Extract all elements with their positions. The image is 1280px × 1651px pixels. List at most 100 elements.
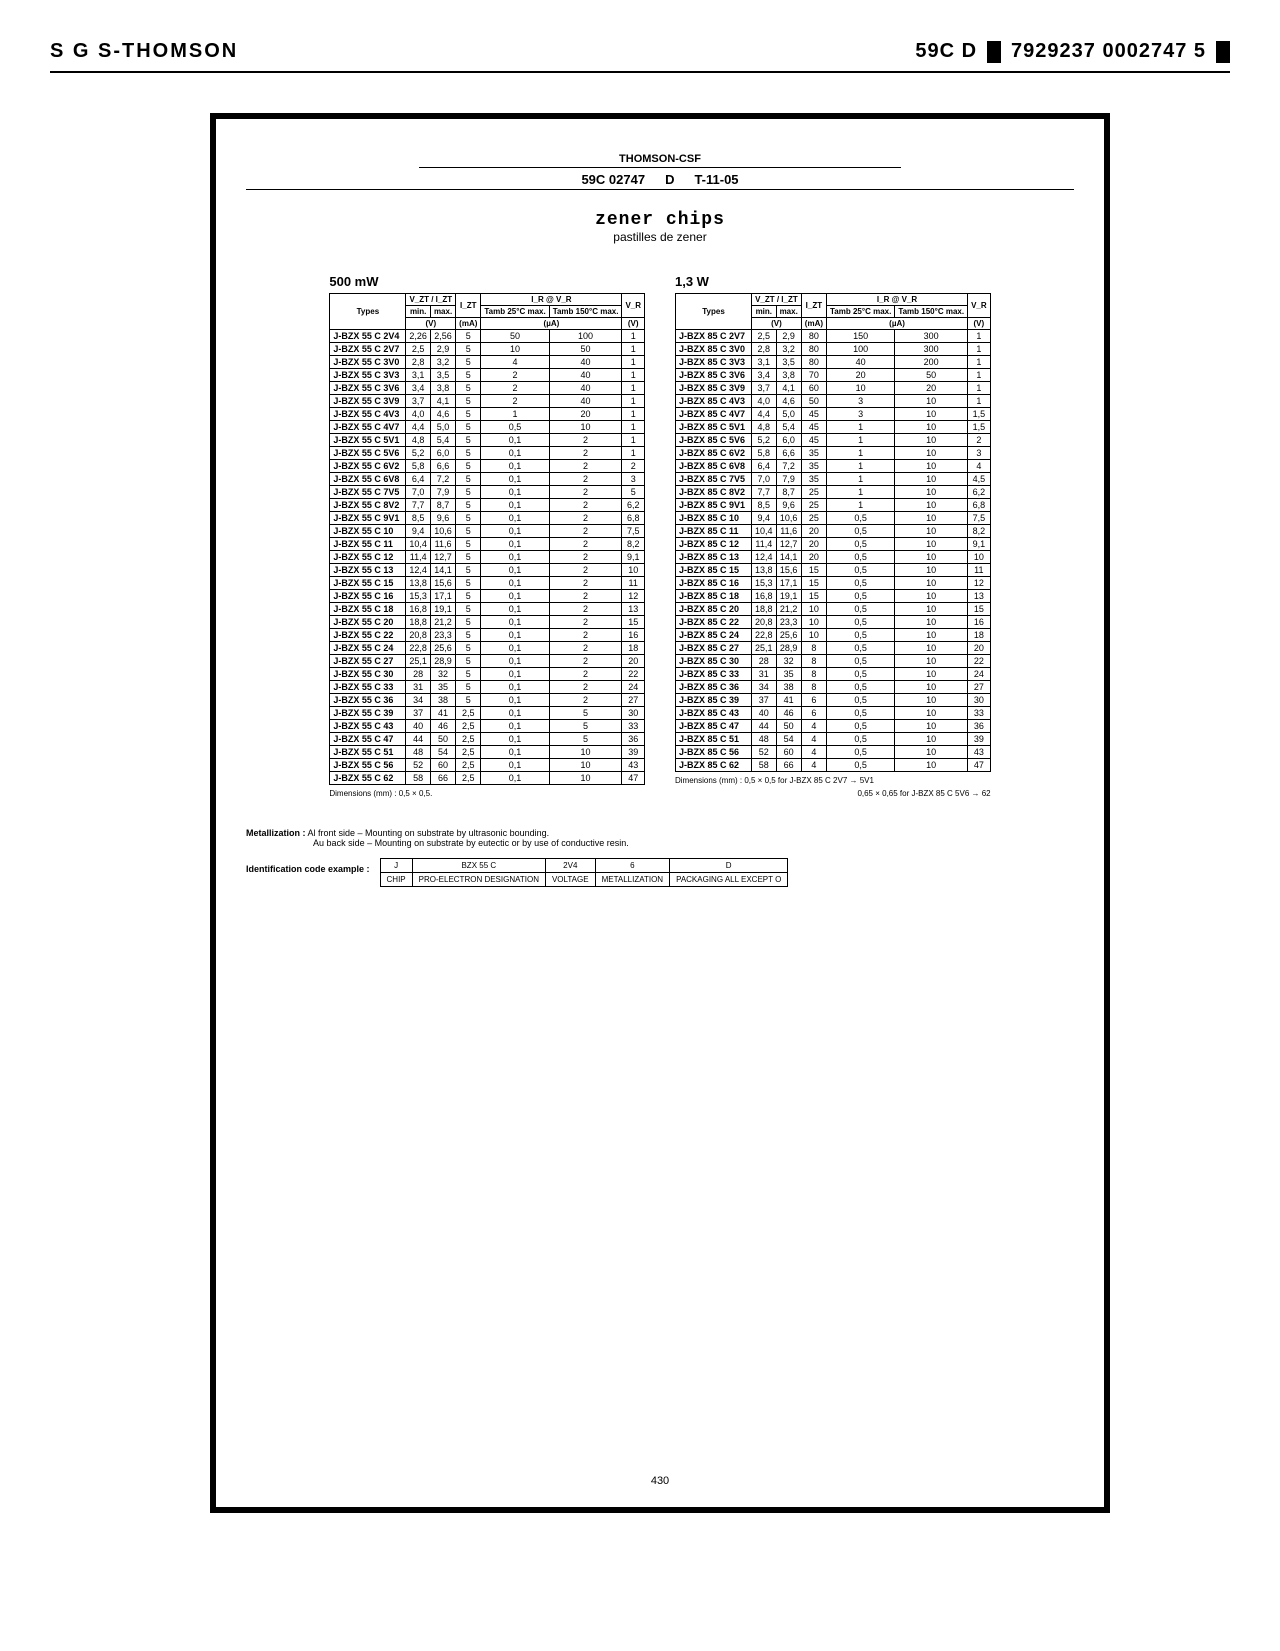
unit-ma: (mA) [456,318,481,330]
table-row: J-BZX 55 C 36343850,1227 [330,694,645,707]
value-cell: 54 [776,733,801,746]
value-cell: 10 [895,668,968,681]
table-row: J-BZX 85 C 3V33,13,580402001 [676,356,991,369]
value-cell: 40 [827,356,895,369]
datasheet-frame: THOMSON-CSF 59C 02747 D T-11-05 zener ch… [210,113,1110,1513]
value-cell: 10,4 [752,525,777,538]
metallization-label: Metallization : [246,828,306,838]
value-cell: 8,5 [406,512,431,525]
table-row: J-BZX 55 C 3V93,74,152401 [330,395,645,408]
col-izt: I_ZT [801,294,826,318]
value-cell: 21,2 [430,616,455,629]
value-cell: 2 [549,447,622,460]
table-row: J-BZX 85 C 51485440,51039 [676,733,991,746]
value-cell: 35 [776,668,801,681]
value-cell: 10 [549,746,622,759]
col-vr: V_R [968,294,991,318]
value-cell: 38 [430,694,455,707]
value-cell: 40 [549,395,622,408]
value-cell: 10 [895,551,968,564]
table-row: J-BZX 55 C 3V63,43,852401 [330,382,645,395]
value-cell: 11,4 [406,551,431,564]
page-number: 430 [651,1475,669,1487]
value-cell: 0,5 [827,642,895,655]
value-cell: 4,4 [752,408,777,421]
value-cell: 10 [895,681,968,694]
value-cell: 6,8 [622,512,645,525]
value-cell: 2 [549,616,622,629]
value-cell: 5 [456,512,481,525]
value-cell: 13 [968,590,991,603]
value-cell: 3,8 [776,369,801,382]
value-cell: 28 [752,655,777,668]
value-cell: 25,6 [776,629,801,642]
type-cell: J-BZX 55 C 22 [330,629,406,642]
value-cell: 1 [622,369,645,382]
value-cell: 66 [430,772,455,785]
value-cell: 15,3 [406,590,431,603]
value-cell: 5 [456,486,481,499]
value-cell: 0,5 [827,603,895,616]
value-cell: 1 [622,408,645,421]
col-min: min. [406,306,431,318]
unit-v: (V) [752,318,802,330]
value-cell: 20 [801,538,826,551]
value-cell: 0,5 [827,512,895,525]
value-cell: 16 [968,616,991,629]
value-cell: 10 [895,720,968,733]
value-cell: 15,6 [430,577,455,590]
value-cell: 44 [752,720,777,733]
table-row: J-BZX 85 C 2018,821,2100,51015 [676,603,991,616]
type-cell: J-BZX 55 C 27 [330,655,406,668]
value-cell: 5 [456,369,481,382]
value-cell: 35 [801,473,826,486]
value-cell: 47 [968,759,991,772]
type-cell: J-BZX 55 C 10 [330,525,406,538]
value-cell: 6,8 [968,499,991,512]
value-cell: 2 [481,395,549,408]
value-cell: 3,1 [406,369,431,382]
black-marker-icon [1216,41,1230,63]
value-cell: 20,8 [752,616,777,629]
value-cell: 5 [622,486,645,499]
value-cell: 20 [801,525,826,538]
value-cell: 36 [968,720,991,733]
type-cell: J-BZX 55 C 3V9 [330,395,406,408]
title-block: zener chips pastilles de zener [246,210,1074,244]
unit-vr: (V) [968,318,991,330]
value-cell: 3 [827,395,895,408]
title-main: zener chips [246,210,1074,230]
value-cell: 14,1 [776,551,801,564]
value-cell: 6,4 [752,460,777,473]
value-cell: 20 [801,551,826,564]
value-cell: 0,5 [827,525,895,538]
value-cell: 19,1 [430,603,455,616]
value-cell: 20 [622,655,645,668]
value-cell: 19,1 [776,590,801,603]
type-cell: J-BZX 55 C 8V2 [330,499,406,512]
value-cell: 27 [968,681,991,694]
table-row: J-BZX 85 C 2422,825,6100,51018 [676,629,991,642]
type-cell: J-BZX 85 C 16 [676,577,752,590]
type-cell: J-BZX 55 C 2V4 [330,330,406,343]
value-cell: 0,1 [481,590,549,603]
dims-note-2: 0,65 × 0,65 for J-BZX 85 C 5V6 → 62 [675,789,991,798]
table-row: J-BZX 55 C 30283250,1222 [330,668,645,681]
col-ir: I_R @ V_R [827,294,968,306]
type-cell: J-BZX 55 C 30 [330,668,406,681]
value-cell: 5 [456,343,481,356]
value-cell: 10 [895,473,968,486]
value-cell: 2,5 [752,330,777,343]
type-cell: J-BZX 85 C 3V6 [676,369,752,382]
metallization-line1: Al front side – Mounting on substrate by… [308,828,550,838]
unit-vr: (V) [622,318,645,330]
value-cell: 22,8 [752,629,777,642]
type-cell: J-BZX 55 C 36 [330,694,406,707]
value-cell: 3,8 [430,382,455,395]
value-cell: 17,1 [776,577,801,590]
value-cell: 2 [549,512,622,525]
value-cell: 1 [622,330,645,343]
table-row: J-BZX 55 C 4744502,50,1536 [330,733,645,746]
value-cell: 5 [456,655,481,668]
col-tamb25: Tamb 25°C max. [481,306,549,318]
